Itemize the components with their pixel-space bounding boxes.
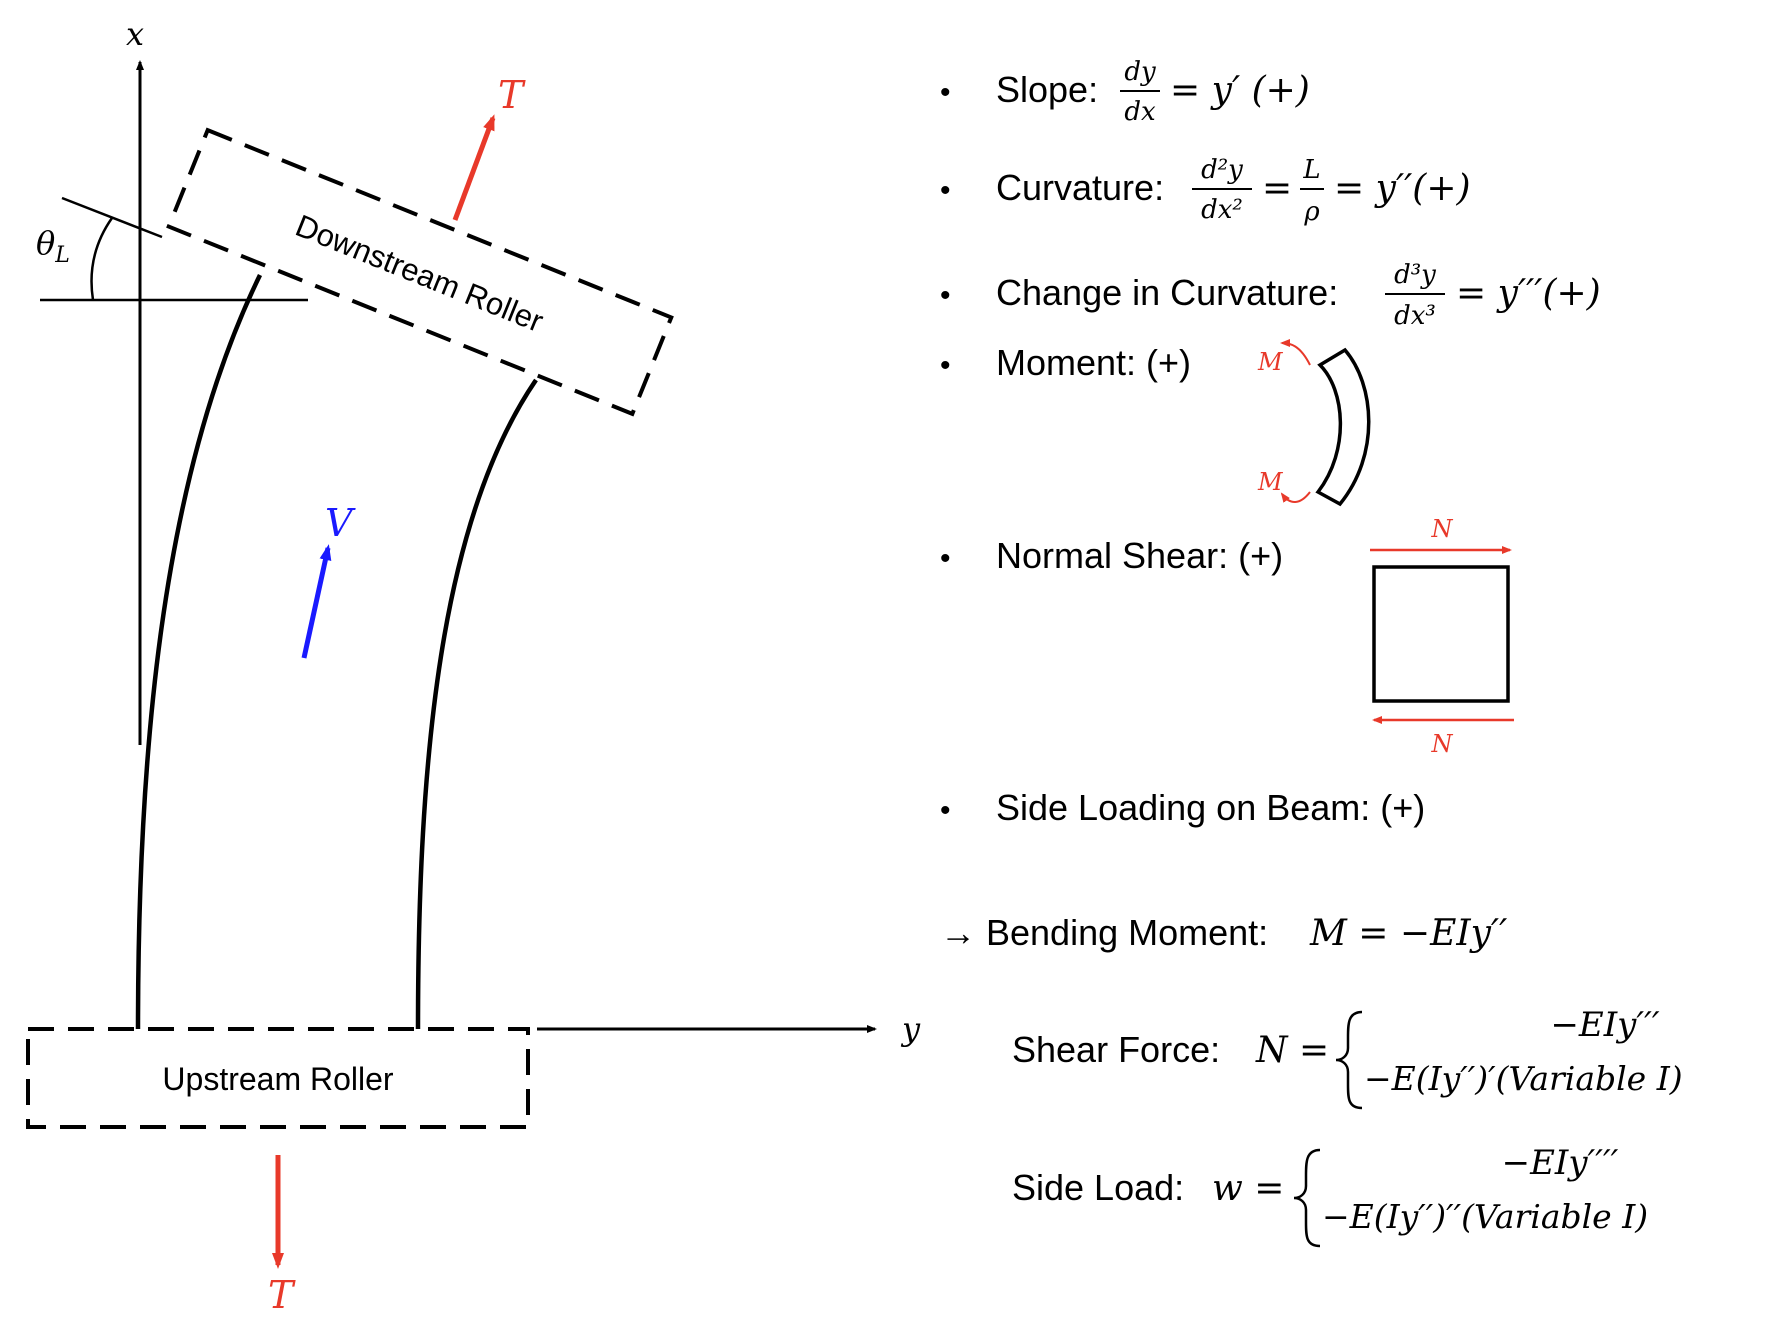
side-load-lhs: w =	[1212, 1168, 1284, 1209]
tilted-reference-line	[61, 196, 163, 239]
moment-label: Moment: (+)	[996, 342, 1191, 383]
curvature-rhs: = y′′(+)	[1334, 168, 1471, 209]
upstream-roller	[26, 1027, 530, 1129]
svg-text:dx²: dx²	[1201, 195, 1243, 225]
svg-text:ρ: ρ	[1303, 197, 1320, 227]
angle-arc	[90, 217, 114, 301]
shear-force-label: Shear Force:	[1012, 1029, 1220, 1070]
shear-force-case1: −EIy′′′	[1550, 1005, 1659, 1045]
slope-rhs: = y′ (+)	[1170, 70, 1310, 111]
curvature-fraction-2: L ρ	[1300, 155, 1324, 227]
moment-element: M M	[1257, 339, 1371, 507]
shear-force-case2: −E(Iy′′)′(Variable I)	[1364, 1059, 1683, 1098]
bullet-change-curvature: •	[940, 279, 951, 312]
curvature-label: Curvature:	[996, 167, 1164, 208]
web-right-edge	[415, 378, 538, 1030]
tension-bottom-label: T	[268, 1273, 296, 1317]
side-loading-label: Side Loading on Beam: (+)	[996, 787, 1425, 828]
downstream-roller-label: Downstream Roller	[291, 208, 548, 339]
shear-force-lhs: N =	[1255, 1030, 1329, 1071]
change-curvature-fraction: d³y dx³	[1385, 260, 1445, 331]
normal-shear-element: N N	[1370, 515, 1514, 758]
slope-fraction: dy dx	[1120, 57, 1160, 127]
bending-moment-eq: M = −EIy′′	[1309, 913, 1507, 954]
normal-shear-label: Normal Shear: (+)	[996, 535, 1283, 576]
bullet-moment: •	[940, 349, 951, 382]
upstream-roller-label: Upstream Roller	[162, 1061, 394, 1097]
svg-text:dy: dy	[1124, 57, 1156, 87]
svg-text:L: L	[1302, 155, 1320, 185]
shear-force-brace	[1335, 1010, 1363, 1110]
curvature-fraction: d²y dx²	[1192, 155, 1252, 225]
shear-arrow	[301, 544, 332, 659]
bullet-slope: •	[940, 76, 951, 109]
bullet-normal-shear: •	[940, 542, 951, 575]
side-load-label: Side Load:	[1012, 1167, 1184, 1208]
bending-moment-label: → Bending Moment:	[940, 912, 1268, 953]
change-curvature-rhs: = y′′′(+)	[1456, 273, 1601, 314]
slope-label: Slope:	[996, 69, 1098, 110]
svg-text:dx: dx	[1124, 97, 1156, 127]
side-load-case1: −EIy′′′′	[1502, 1143, 1619, 1183]
y-axis-label: y	[900, 1010, 921, 1048]
curvature-eq: =	[1262, 168, 1292, 209]
shear-label: V	[325, 501, 356, 545]
side-load-brace	[1293, 1148, 1321, 1248]
tension-top-label: T	[498, 73, 526, 117]
x-axis-label: x	[126, 15, 144, 53]
svg-text:d²y: d²y	[1201, 155, 1243, 185]
svg-text:N: N	[1431, 515, 1454, 543]
web-left-edge	[135, 274, 263, 1030]
downstream-roller: Downstream Roller	[166, 127, 674, 417]
bullet-curvature: •	[940, 174, 951, 207]
svg-text:dx³: dx³	[1394, 301, 1436, 331]
svg-text:d³y: d³y	[1394, 260, 1436, 290]
tension-top-arrow	[452, 114, 496, 221]
svg-text:M: M	[1257, 348, 1284, 376]
change-curvature-label: Change in Curvature:	[996, 272, 1338, 313]
svg-text:N: N	[1431, 730, 1454, 758]
bullet-side-loading: •	[940, 794, 951, 827]
svg-text:M: M	[1257, 468, 1284, 496]
side-load-case2: −E(Iy′′)′′(Variable I)	[1322, 1197, 1648, 1236]
angle-label: θL	[36, 224, 70, 268]
